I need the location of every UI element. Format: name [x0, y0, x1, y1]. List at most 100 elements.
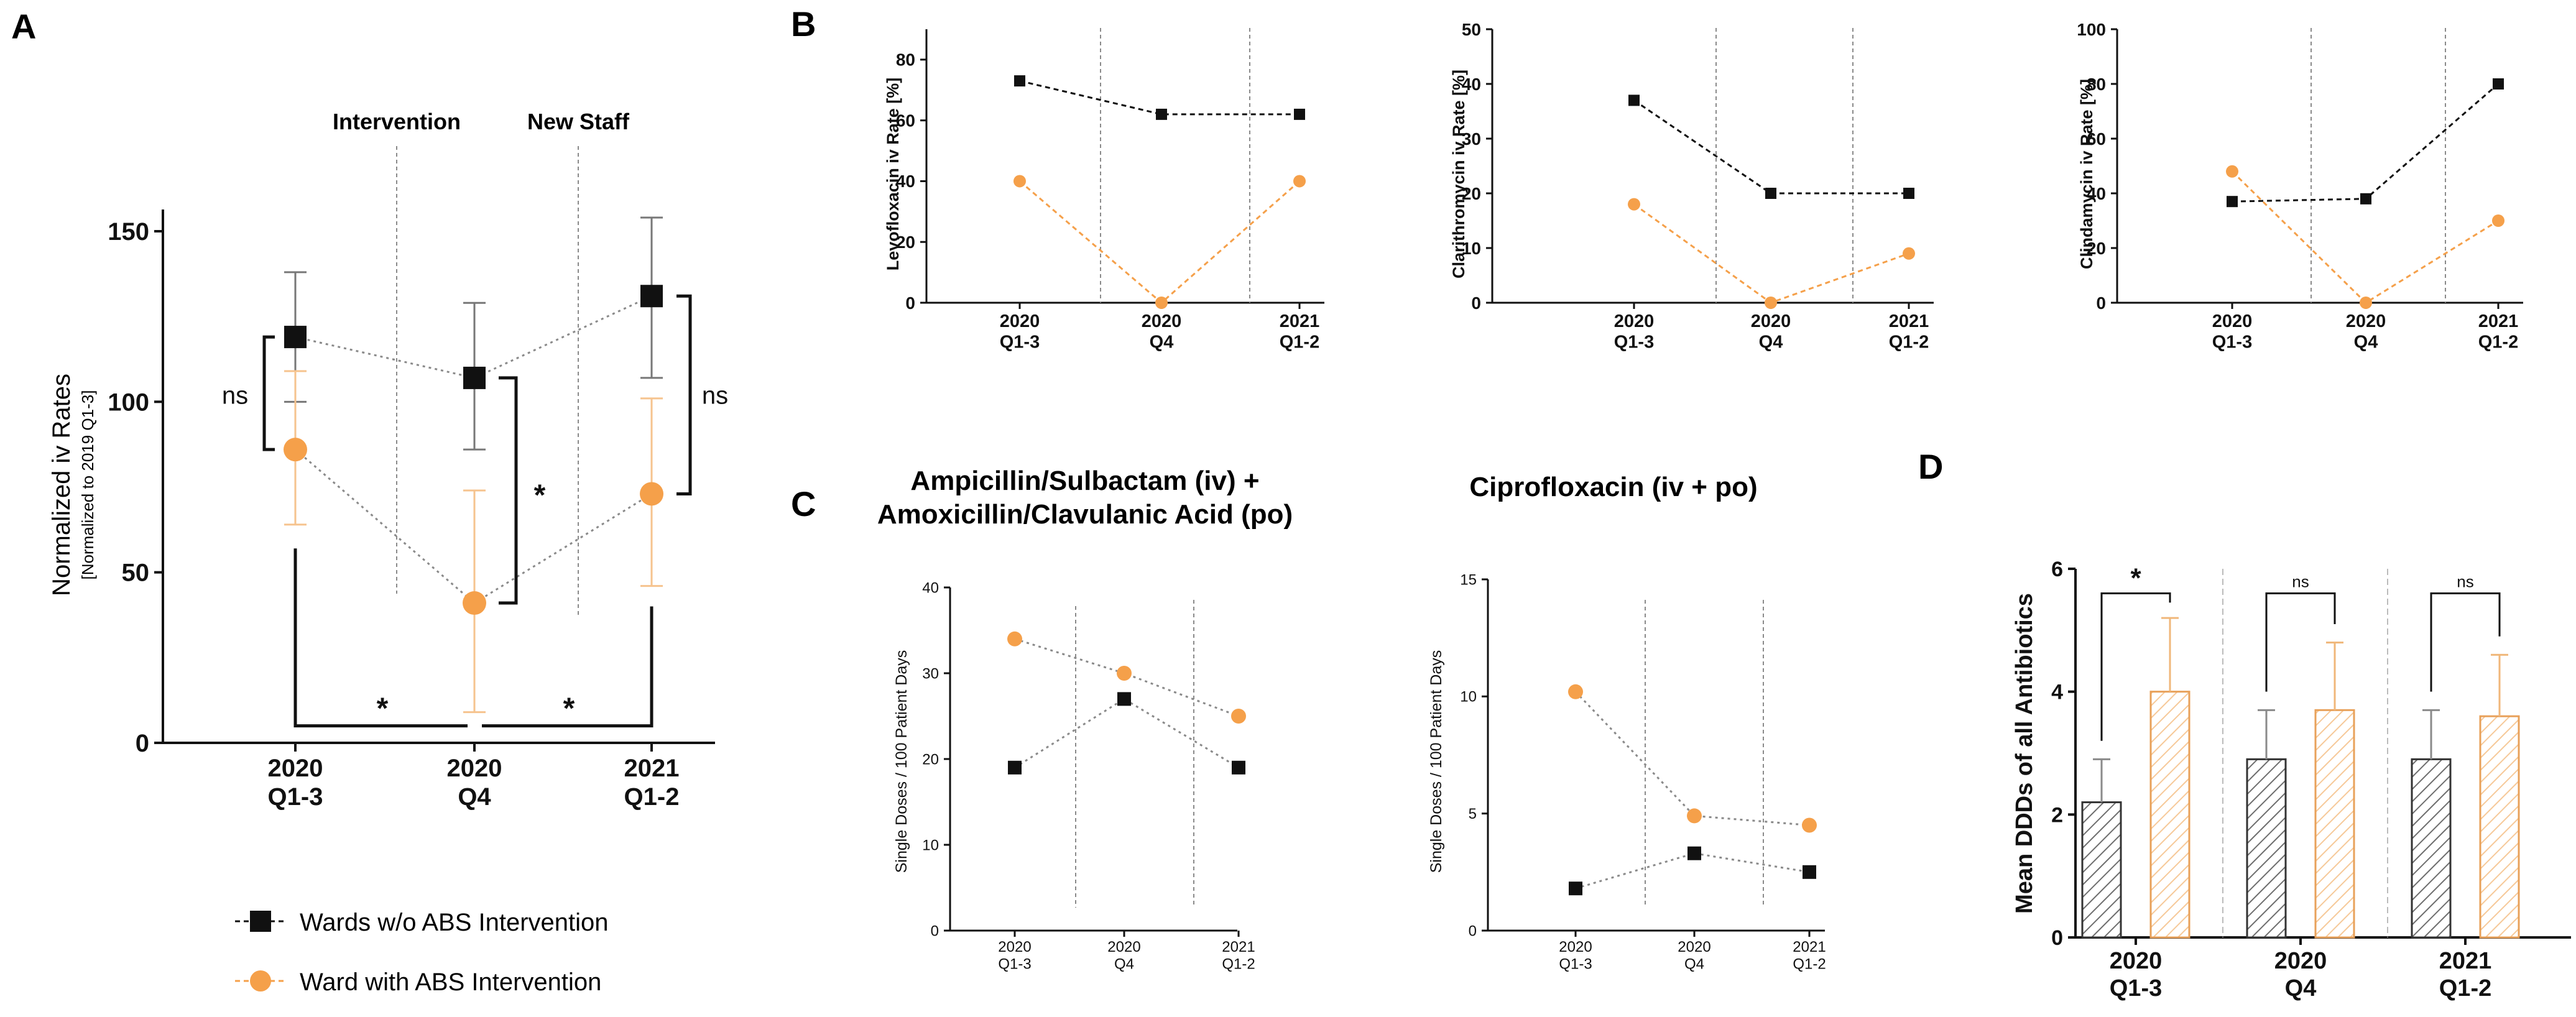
chart-b1-line-orange [1019, 180, 1300, 304]
chart-c1-xtick-label-2-quarter: Q1-2 [1222, 956, 1255, 973]
chart-b1-point-black-0 [1014, 75, 1025, 87]
chart-b3-point-black-0 [2227, 196, 2238, 208]
chart-c1-ylabel: Single Doses / 100 Patient Days [893, 650, 910, 873]
chart-b1-ytick-label-3: 60 [896, 111, 915, 130]
chart-a-xtick-label-1-quarter: Q4 [458, 783, 491, 811]
chart-b2-point-black-2 [1903, 188, 1914, 199]
chart-d-ytick-label-0: 0 [2051, 926, 2063, 950]
chart-b2-point-orange-1 [1765, 297, 1777, 309]
legend: Wards w/o ABS Intervention Ward with ABS… [235, 909, 609, 996]
chart-a-bracket-bottom-right [482, 606, 653, 728]
chart-c2-xtick-label-1-year: 2020 [1678, 939, 1710, 955]
chart-c2-line-orange [1574, 691, 1810, 826]
chart-b3-xtick-label-1-quarter: Q4 [2354, 332, 2378, 352]
chart-d-bar-black-2 [2411, 758, 2452, 939]
chart-a-xtick-label-2-year: 2021 [624, 755, 680, 782]
chart-b2-ylabel: Clarithromycin iv Rate [%] [1449, 70, 1468, 278]
chart-b3-ytick-label-0: 0 [2096, 293, 2106, 313]
chart-b2-ytick-label-2: 20 [1462, 184, 1481, 203]
chart-c2-ytick-label-0: 0 [1469, 923, 1477, 939]
chart-b1-point-black-1 [1156, 108, 1167, 120]
chart-b3-ytick-label-2: 40 [2087, 184, 2106, 203]
chart-b2-xtick-label-2-quarter: Q1-2 [1889, 332, 1929, 352]
chart-a-bracket-q1-3 [262, 335, 275, 451]
chart-d-ytick-label-3: 6 [2051, 558, 2063, 581]
chart-d-bracket-1 [2265, 592, 2336, 692]
chart-c2-ytick-label-2: 10 [1460, 689, 1477, 706]
chart-a-sig-q1-3: ns [222, 382, 248, 409]
chart-b1-ytick-label-1: 20 [896, 232, 915, 252]
chart-b2-ytick-label-5: 50 [1462, 20, 1481, 39]
chart-b1-ytick-label-2: 40 [896, 172, 915, 191]
divider-label-intervention: Intervention [333, 109, 461, 134]
chart-a-point-orange-0 [284, 438, 307, 462]
chart-b3-ytick-label-1: 20 [2087, 239, 2106, 258]
chart-c1-point-black-0 [1008, 760, 1022, 775]
chart-c2-point-black-0 [1569, 881, 1582, 896]
chart-b2-xtick-label-1-year: 2020 [1751, 311, 1791, 331]
chart-d-bar-black-0 [2081, 801, 2122, 939]
chart-b3-point-orange-0 [2226, 165, 2238, 178]
chart-b2-xtick-label-2-year: 2021 [1889, 311, 1929, 331]
chart-c1-point-black-2 [1232, 760, 1245, 775]
chart-a-ytick-label-1: 50 [122, 559, 150, 587]
chart-c2-xtick-label-0-year: 2020 [1559, 939, 1592, 955]
chart-b2-xtick-label-0-year: 2020 [1614, 311, 1655, 331]
chart-b1-xtick-label-0-year: 2020 [1000, 311, 1040, 331]
chart-c2-xtick-label-2-quarter: Q1-2 [1793, 956, 1826, 973]
chart-d-ytick-label-2: 4 [2051, 681, 2063, 704]
chart-c1-line-orange [1014, 638, 1239, 717]
chart-a-xtick-label-1-year: 2020 [447, 755, 502, 782]
chart-b3-xtick-label-0-quarter: Q1-3 [2212, 332, 2252, 352]
chart-a-sig-q1-2: ns [702, 382, 728, 409]
chart-b3-xtick-label-2-quarter: Q1-2 [2478, 332, 2518, 352]
chart-c1-ytick-label-0: 0 [931, 923, 939, 939]
chart-b3-point-orange-1 [2360, 297, 2372, 309]
chart-c2-ytick-label-1: 5 [1469, 806, 1477, 822]
chart-b1-xtick-label-2-year: 2021 [1280, 311, 1320, 331]
chart-b3-ytick-label-3: 60 [2087, 129, 2106, 149]
chart-d-bar-orange-1 [2314, 709, 2355, 939]
chart-d-sig-1: ns [2292, 573, 2309, 591]
chart-c1-ytick-label-4: 40 [922, 579, 939, 596]
chart-c1-ytick-label-3: 30 [922, 665, 939, 682]
chart-c2-point-black-2 [1803, 865, 1816, 879]
chart-a-xtick-label-0-quarter: Q1-3 [268, 783, 323, 811]
chart-b1-xtick-label-1-quarter: Q4 [1150, 332, 1174, 352]
chart-d-xtick-label-2-quarter: Q1-2 [2439, 975, 2491, 1001]
chart-b1-ylabel: Levofloxacin iv Rate [%] [884, 78, 902, 271]
chart-c1-ytick-label-1: 10 [922, 837, 939, 854]
chart-a-sig-q4: * [534, 479, 546, 512]
chart-b2-point-black-1 [1765, 188, 1776, 199]
chart-c1-xtick-label-0-year: 2020 [998, 939, 1031, 955]
chart-d-bar-orange-2 [2479, 715, 2520, 939]
legend-marker-circle [250, 970, 271, 992]
chart-c1-xtick-label-1-year: 2020 [1107, 939, 1140, 955]
chart-b2-ytick-label-4: 40 [1462, 75, 1481, 94]
chart-a-point-black-2 [640, 285, 663, 308]
chart-c1-ytick-label-2: 20 [922, 751, 939, 768]
chart-d-xtick-label-1-quarter: Q4 [2285, 975, 2317, 1001]
chart-a-ylabel: Normalized iv Rates [48, 374, 75, 596]
chart-a-sig-bottom-right: * [563, 693, 575, 725]
chart-d-bracket-2 [2430, 592, 2501, 692]
chart-b3-ylabel: Clindamycin iv Rate [%] [2077, 79, 2096, 269]
chart-a-point-black-1 [463, 366, 486, 389]
chart-b1-line-black [1019, 80, 1300, 116]
chart-a-ytick-label-0: 0 [136, 730, 149, 757]
chart-c1-point-black-1 [1117, 692, 1131, 706]
chart-d-xtick-label-1-year: 2020 [2274, 948, 2327, 974]
chart-c2-xtick-label-0-quarter: Q1-3 [1559, 956, 1592, 973]
chart-b1-point-orange-1 [1155, 297, 1168, 309]
chart-b1-point-orange-0 [1013, 175, 1026, 188]
chart-b3-ytick-label-5: 100 [2077, 20, 2106, 39]
chart-c2-point-orange-1 [1687, 808, 1702, 824]
chart-a-ylabel-sub: [Normalized to 2019 Q1-3] [78, 390, 97, 580]
chart-c1-point-orange-2 [1231, 709, 1246, 724]
chart-d-bracket-0 [2100, 592, 2171, 741]
chart-d-sig-2: ns [2457, 573, 2473, 591]
chart-b3-point-black-2 [2493, 78, 2504, 90]
chart-c2-xtick-label-2-year: 2021 [1793, 939, 1826, 955]
